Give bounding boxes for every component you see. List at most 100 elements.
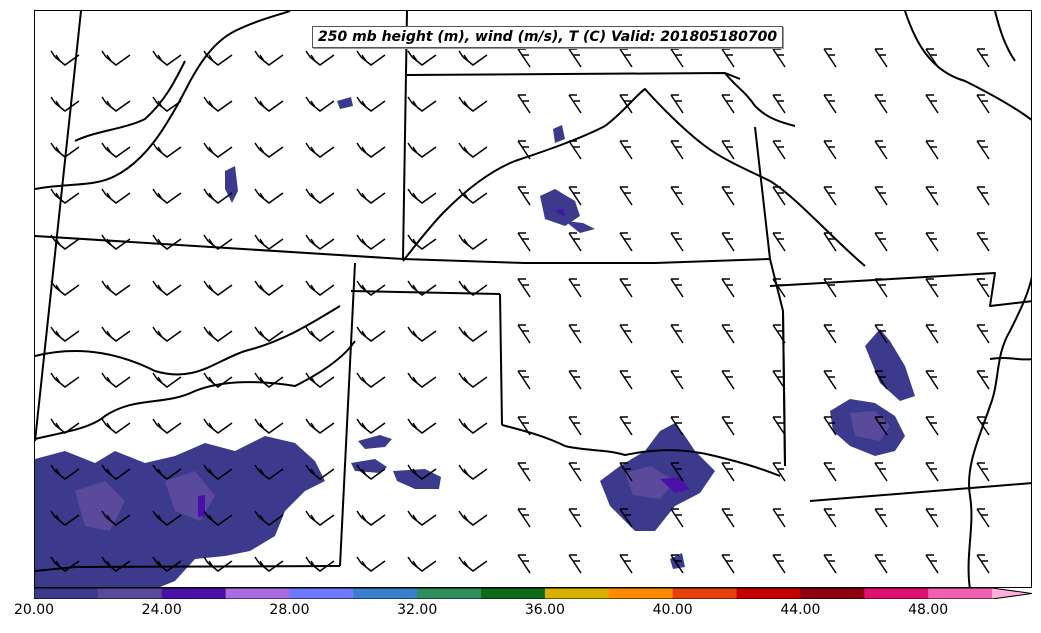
wind-barb — [305, 372, 335, 388]
wind-barb — [976, 416, 990, 436]
wind-barb — [305, 96, 335, 112]
wind-barb — [458, 372, 488, 388]
wind-barb — [721, 370, 735, 390]
wind-barb — [670, 94, 684, 114]
wind-barb — [152, 280, 182, 296]
wind-barb — [50, 234, 80, 250]
wind-barb — [356, 142, 386, 158]
temp-region-ne — [337, 97, 353, 109]
border-missouri-west — [754, 126, 786, 467]
wind-barb — [203, 96, 233, 112]
wind-barb — [823, 370, 837, 390]
wind-barb — [50, 326, 80, 342]
wind-barb — [517, 416, 531, 436]
wind-barb — [874, 186, 888, 206]
wind-barb — [356, 418, 386, 434]
wind-barb — [458, 142, 488, 158]
wind-barb — [254, 510, 284, 526]
wind-barb — [772, 140, 786, 160]
wind-barb — [152, 556, 182, 572]
wind-barb — [50, 188, 80, 204]
colorbar-segments — [34, 588, 1032, 599]
temp-region-wy — [225, 166, 238, 203]
wind-barb — [976, 186, 990, 206]
wind-barb — [568, 416, 582, 436]
wind-barb — [976, 232, 990, 252]
wind-barb — [619, 554, 633, 574]
wind-barb — [152, 418, 182, 434]
wind-barb — [721, 186, 735, 206]
wind-barb — [823, 508, 837, 528]
wind-barb — [407, 50, 437, 66]
wind-barb — [619, 94, 633, 114]
river-upper-missouri — [724, 72, 796, 127]
wind-barb — [925, 508, 939, 528]
wind-barb — [203, 510, 233, 526]
wind-barb — [568, 140, 582, 160]
wind-barb — [568, 186, 582, 206]
wind-barb — [619, 140, 633, 160]
wind-barb — [568, 462, 582, 482]
wind-barb — [101, 188, 131, 204]
colorbar-segment — [97, 588, 163, 599]
wind-barb — [254, 556, 284, 572]
border-ar-la — [809, 482, 1031, 502]
wind-barb — [203, 556, 233, 572]
wind-barb — [823, 94, 837, 114]
colorbar-segment — [289, 588, 354, 599]
temp-region-kansas-2 — [565, 221, 595, 233]
wind-barb — [619, 416, 633, 436]
colorbar-segment — [161, 588, 227, 599]
border-colorado-east — [339, 262, 356, 567]
wind-barb — [925, 324, 939, 344]
wind-barb — [772, 554, 786, 574]
rivers — [35, 11, 1031, 587]
wind-barb — [874, 94, 888, 114]
wind-barb — [356, 510, 386, 526]
wind-barb — [305, 50, 335, 66]
wind-barb — [458, 326, 488, 342]
wind-barb — [568, 370, 582, 390]
wind-barb — [50, 556, 80, 572]
wind-barb — [458, 234, 488, 250]
wind-barb — [458, 510, 488, 526]
wind-barb — [254, 418, 284, 434]
wind-barb — [254, 372, 284, 388]
colorbar-tick-label: 28.00 — [269, 602, 310, 618]
map-title: 250 mb height (m), wind (m/s), T (C) Val… — [312, 26, 784, 48]
wind-barb — [407, 142, 437, 158]
wind-barb — [517, 462, 531, 482]
wind-barb — [721, 508, 735, 528]
wind-barb — [823, 324, 837, 344]
wind-barb — [407, 510, 437, 526]
wind-barb — [407, 234, 437, 250]
colorbar-tick-label: 36.00 — [524, 602, 565, 618]
wind-barb — [50, 510, 80, 526]
wind-barb — [772, 416, 786, 436]
river-yellowstone — [74, 60, 186, 142]
wind-barb — [925, 48, 939, 68]
colorbar-tick-label: 44.00 — [780, 602, 821, 618]
wind-barb — [305, 464, 335, 480]
wind-barb — [721, 232, 735, 252]
wind-barb — [670, 554, 684, 574]
wind-barb — [670, 278, 684, 298]
wind-barb — [517, 278, 531, 298]
wind-barb — [976, 278, 990, 298]
wind-barb — [619, 48, 633, 68]
wind-barb — [152, 96, 182, 112]
wind-barb — [356, 50, 386, 66]
wind-barb — [254, 326, 284, 342]
wind-barb — [823, 554, 837, 574]
wind-barb — [458, 556, 488, 572]
wind-barb — [670, 232, 684, 252]
wind-barb — [356, 96, 386, 112]
colorbar-tick-label: 32.00 — [397, 602, 438, 618]
colorbar-segment — [353, 588, 418, 599]
wind-barb — [152, 50, 182, 66]
wind-barb — [152, 326, 182, 342]
wind-barb — [823, 140, 837, 160]
wind-barb — [517, 48, 531, 68]
colorbar-segment — [736, 588, 801, 599]
wind-barb — [721, 462, 735, 482]
